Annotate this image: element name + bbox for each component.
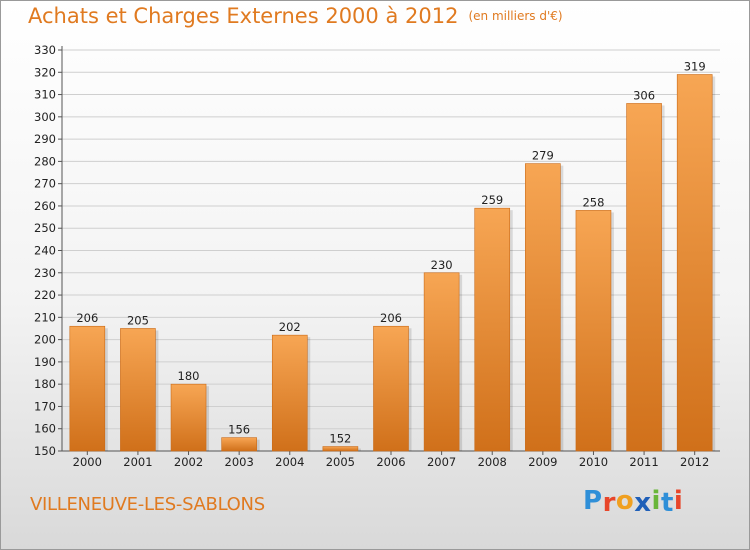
bar-2008 (474, 207, 511, 452)
bar-2009 (525, 163, 561, 452)
y-tick-label: 270 (34, 177, 56, 191)
bar-2006 (373, 325, 409, 452)
y-tick-label: 230 (34, 266, 56, 280)
value-label-2006: 206 (380, 311, 402, 325)
bar-2011 (626, 103, 662, 452)
logo-letter: r (602, 488, 616, 518)
logo-letter: i (651, 486, 661, 516)
value-label-2010: 258 (582, 195, 604, 209)
y-tick-label: 150 (34, 444, 56, 458)
y-tick-label: 240 (34, 244, 56, 258)
x-tick-label-2004: 2004 (275, 455, 304, 469)
value-label-2009: 279 (532, 149, 554, 163)
chart-title: Achats et Charges Externes 2000 à 2012 (e… (28, 4, 563, 28)
y-tick-label: 330 (34, 43, 56, 57)
value-label-2004: 202 (279, 320, 301, 334)
chart-unit: (en milliers d'€) (468, 9, 563, 23)
logo-letter: o (615, 486, 635, 516)
bar-2005 (322, 446, 359, 452)
x-tick-label-2011: 2011 (629, 455, 658, 469)
x-tick-label-2010: 2010 (579, 455, 608, 469)
bar-2012 (676, 74, 713, 452)
y-tick-label: 170 (34, 399, 56, 413)
x-tick-label-2002: 2002 (174, 455, 203, 469)
proxiti-logo[interactable]: Proxiti (583, 486, 684, 518)
value-label-2002: 180 (178, 369, 200, 383)
bars (69, 74, 716, 452)
chart-title-text: Achats et Charges Externes 2000 à 2012 (28, 4, 459, 28)
y-tick-label: 220 (34, 288, 56, 302)
bar-2004 (271, 334, 308, 452)
y-tick-labels: 150 160 170 180 190 200 210 220 230 240 250 260 270 2… (34, 43, 56, 458)
city-name: VILLENEUVE-LES-SABLONS (30, 494, 265, 515)
logo-letter: x (634, 488, 652, 518)
y-tick-label: 190 (34, 355, 56, 369)
value-label-2007: 230 (431, 258, 453, 272)
bar-2002 (170, 383, 207, 452)
y-tick-label: 210 (34, 310, 56, 324)
x-tick-label-2003: 2003 (225, 455, 254, 469)
x-tick-label-2000: 2000 (73, 455, 102, 469)
x-tick-label-2006: 2006 (376, 455, 405, 469)
value-label-2011: 306 (633, 88, 655, 102)
y-tick-label: 280 (34, 154, 56, 168)
x-tick-label-2007: 2007 (427, 455, 456, 469)
value-labels: 206 205 180 156 202 152 206 230 259 279 258 306 319 (76, 60, 705, 446)
value-label-2003: 156 (228, 423, 250, 437)
logo-letter: t (660, 488, 674, 518)
y-tick-label: 160 (34, 422, 56, 436)
y-tick-label: 290 (34, 132, 56, 146)
value-label-2008: 259 (481, 193, 503, 207)
bar-2007 (423, 272, 460, 452)
y-tick-label: 260 (34, 199, 56, 213)
value-label-2012: 319 (684, 60, 706, 74)
y-tick-label: 180 (34, 377, 56, 391)
x-tick-labels: 2000 2001 2002 2003 2004 2005 2006 2007 2008 2009… (73, 455, 710, 469)
value-label-2000: 206 (76, 311, 98, 325)
value-label-2001: 205 (127, 313, 149, 327)
y-tick-label: 200 (34, 333, 56, 347)
x-tick-label-2001: 2001 (123, 455, 152, 469)
x-tick-label-2008: 2008 (478, 455, 507, 469)
bar-2001 (120, 328, 156, 452)
value-label-2005: 152 (329, 432, 351, 446)
bar-2000 (69, 325, 106, 452)
y-tick-label: 250 (34, 221, 56, 235)
x-tick-label-2009: 2009 (528, 455, 557, 469)
x-tick-label-2012: 2012 (680, 455, 709, 469)
logo-letter: i (673, 486, 684, 516)
x-tick-label-2005: 2005 (326, 455, 355, 469)
y-tick-label: 300 (34, 110, 56, 124)
bar-2003 (221, 437, 257, 452)
y-tick-label: 320 (34, 65, 56, 79)
logo-letter: P (583, 486, 603, 516)
y-tick-label: 310 (34, 88, 56, 102)
bar-2010 (575, 210, 612, 452)
